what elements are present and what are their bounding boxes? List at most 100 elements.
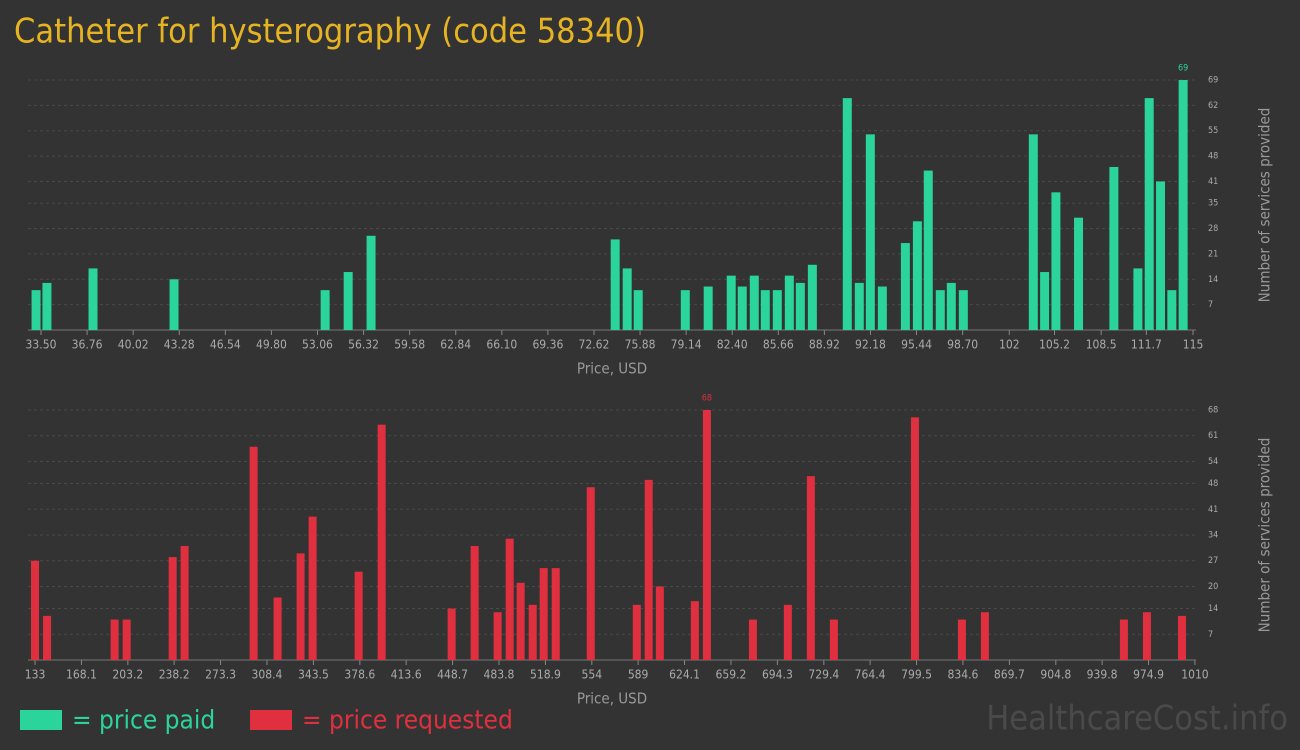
x-tick-label: 75.88 [625, 338, 656, 352]
x-tick-label: 102 [999, 338, 1020, 352]
y-tick-label: 54 [1208, 457, 1218, 467]
bar [783, 604, 792, 660]
bar [1144, 98, 1154, 331]
bar [366, 235, 376, 330]
legend-swatch [20, 710, 62, 730]
x-tick-label: 448.7 [437, 668, 468, 682]
bar [1167, 290, 1177, 330]
bar [935, 290, 945, 330]
bar [946, 282, 956, 330]
bar [180, 546, 189, 660]
x-tick-label: 79.14 [671, 338, 702, 352]
x-tick-label: 69.36 [532, 338, 563, 352]
bar [702, 410, 711, 660]
bar [354, 571, 363, 660]
chart-title: Catheter for hysterography (code 58340) [14, 12, 646, 52]
bar [110, 619, 119, 660]
x-tick-label: 729.4 [808, 668, 839, 682]
x-tick-label: 108.5 [1086, 338, 1117, 352]
bar [622, 268, 632, 330]
bar [703, 286, 713, 330]
bar [169, 279, 179, 330]
x-tick-label: 105.2 [1039, 338, 1070, 352]
bar [980, 612, 989, 660]
bar [273, 597, 282, 660]
x-tick-label: 98.70 [947, 338, 978, 352]
x-tick-label: 834.6 [948, 668, 979, 682]
y-tick-label: 14 [1208, 604, 1218, 614]
bar [1178, 80, 1188, 330]
bar [633, 290, 643, 330]
y-tick-label: 35 [1208, 199, 1218, 209]
x-tick-label: 483.8 [484, 668, 515, 682]
x-tick-label: 49.80 [256, 338, 287, 352]
x-tick-label: 33.50 [26, 338, 57, 352]
bar [493, 612, 502, 660]
bar [900, 243, 910, 330]
bar [958, 290, 968, 330]
bar [320, 290, 330, 330]
bar [470, 546, 479, 660]
bar [1142, 612, 1151, 660]
bar [655, 586, 664, 660]
bar [632, 604, 641, 660]
max-value-label: 69 [1178, 64, 1188, 74]
x-tick-label: 238.2 [159, 668, 190, 682]
bar [795, 282, 805, 330]
x-tick-label: 343.5 [298, 668, 329, 682]
bar [249, 446, 258, 660]
bar [31, 560, 40, 660]
y-tick-label: 61 [1208, 431, 1218, 441]
bar [644, 479, 653, 660]
bar [551, 568, 560, 660]
x-tick-label: 939.8 [1087, 668, 1118, 682]
bar [749, 275, 759, 330]
bar [737, 286, 747, 330]
x-tick-label: 46.54 [210, 338, 241, 352]
y-tick-label: 27 [1208, 556, 1218, 566]
y-tick-label: 34 [1208, 531, 1218, 541]
bar [168, 557, 177, 660]
max-value-label: 68 [702, 394, 712, 404]
x-tick-label: 88.92 [809, 338, 840, 352]
bar [865, 134, 875, 330]
bar [772, 290, 782, 330]
x-tick-label: 36.76 [72, 338, 103, 352]
x-tick-label: 378.6 [344, 668, 375, 682]
bar [377, 424, 386, 660]
x-tick-label: 624.1 [669, 668, 700, 682]
bar [42, 282, 52, 330]
y-axis-title: Number of services provided [1256, 108, 1274, 303]
x-tick-label: 133 [25, 668, 46, 682]
x-tick-label: 72.62 [579, 338, 610, 352]
x-tick-label: 95.44 [901, 338, 932, 352]
x-tick-label: 518.9 [530, 668, 561, 682]
bar [1133, 268, 1143, 330]
y-tick-label: 48 [1208, 152, 1218, 162]
bar [1040, 272, 1050, 330]
x-tick-label: 869.7 [994, 668, 1025, 682]
x-tick-label: 764.4 [855, 668, 886, 682]
bar [760, 290, 770, 330]
bar [1119, 619, 1128, 660]
bar [610, 239, 620, 330]
y-tick-label: 7 [1208, 630, 1213, 640]
bar [910, 417, 919, 660]
y-tick-label: 20 [1208, 582, 1218, 592]
bar [957, 619, 966, 660]
watermark: HealthcareCost.info [986, 699, 1288, 739]
x-tick-label: 974.9 [1133, 668, 1164, 682]
x-tick-label: 53.06 [302, 338, 333, 352]
x-tick-label: 66.10 [486, 338, 517, 352]
bar [680, 290, 690, 330]
bar [923, 170, 933, 330]
legend-swatch [250, 710, 292, 730]
bar [842, 98, 852, 331]
x-tick-label: 62.84 [440, 338, 471, 352]
bar [690, 601, 699, 660]
x-tick-label: 168.1 [66, 668, 97, 682]
y-tick-label: 68 [1208, 406, 1218, 416]
x-tick-label: 56.32 [348, 338, 379, 352]
y-tick-label: 41 [1208, 177, 1218, 187]
